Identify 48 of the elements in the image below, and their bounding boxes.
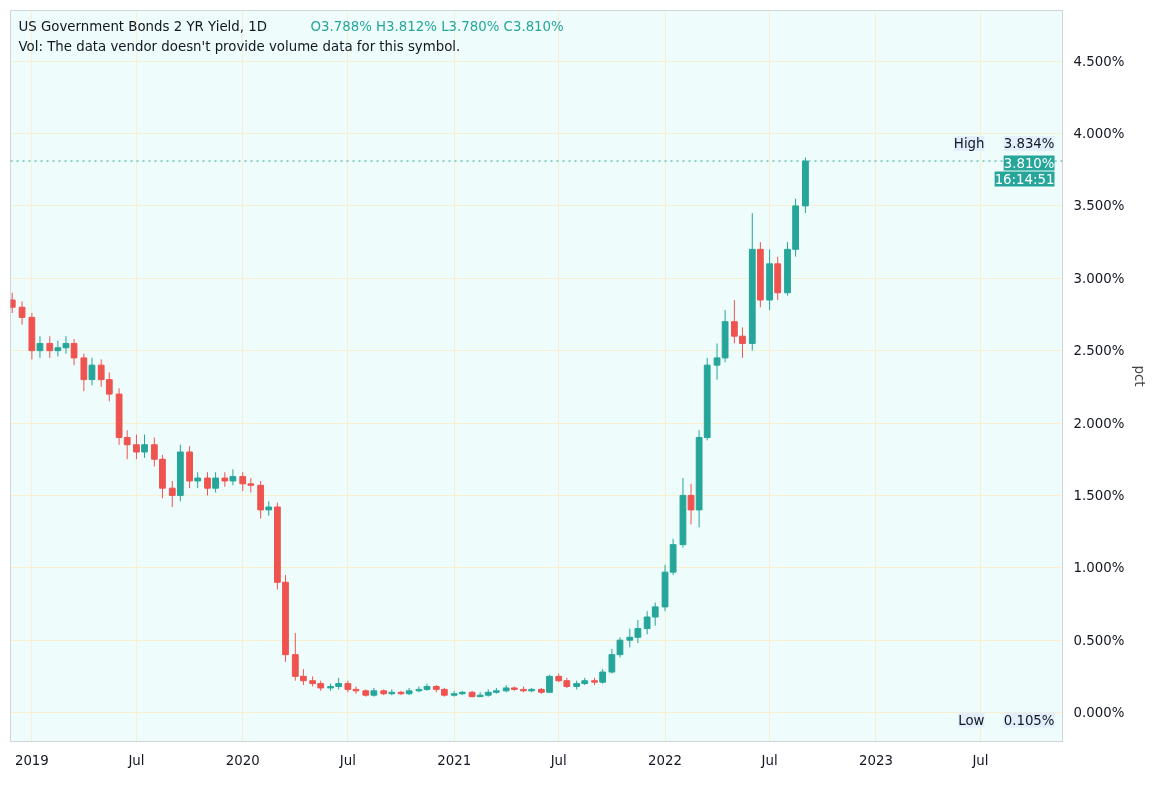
annotation: Vol: The data vendor doesn't provide volume data for this symbol. bbox=[18, 38, 461, 54]
y-tick-label: 1.000% bbox=[1073, 560, 1125, 576]
candlestick bbox=[10, 292, 16, 314]
x-tick-label: 2023 bbox=[858, 752, 893, 768]
candlestick bbox=[80, 353, 88, 392]
y-tick-label: 4.500% bbox=[1073, 53, 1125, 69]
annotation: O3.788% H3.812% L3.780% C3.810% bbox=[310, 18, 564, 34]
candlestick bbox=[46, 335, 54, 359]
y-tick-label: 3.000% bbox=[1073, 270, 1125, 286]
y-tick-label: 0.500% bbox=[1073, 632, 1125, 648]
x-tick-label: 2022 bbox=[648, 752, 682, 768]
annotation: 3.810% bbox=[1003, 155, 1055, 171]
x-tick-label: 2021 bbox=[437, 752, 472, 768]
candlestick bbox=[141, 434, 148, 459]
candlestick bbox=[18, 300, 26, 326]
text: US Government Bonds 2 YR Yield, 1D bbox=[18, 18, 267, 34]
candlestick bbox=[212, 471, 219, 494]
candlestick bbox=[687, 483, 695, 525]
y-tick-label: 2.500% bbox=[1073, 343, 1125, 359]
x-tick-label: 2019 bbox=[14, 752, 49, 768]
candlestick bbox=[204, 471, 211, 496]
candlestick bbox=[88, 357, 96, 386]
x-tick-label: Jul bbox=[549, 752, 567, 768]
candlestick bbox=[168, 480, 176, 508]
y-axis-title: pct bbox=[1132, 365, 1148, 387]
annotation: 0.105% bbox=[1003, 712, 1055, 728]
x-tick-label: Jul bbox=[338, 752, 356, 768]
x-tick-label: 2020 bbox=[225, 752, 260, 768]
candlestick bbox=[634, 619, 642, 644]
annotation: High bbox=[953, 136, 985, 152]
y-tick-label: 1.500% bbox=[1073, 487, 1125, 503]
candlestick bbox=[36, 335, 44, 359]
candlestick bbox=[70, 338, 78, 366]
candlestick bbox=[133, 434, 140, 460]
candlestick bbox=[229, 468, 237, 486]
candlestick bbox=[239, 471, 247, 492]
y-tick-label: 4.000% bbox=[1073, 126, 1125, 142]
candlestick bbox=[626, 628, 634, 648]
annotation: Low bbox=[958, 712, 985, 728]
x-tick-label: Jul bbox=[760, 752, 778, 768]
y-tick-label: 0.000% bbox=[1073, 705, 1125, 721]
y-tick-label: 2.000% bbox=[1073, 415, 1125, 431]
annotation: 16:14:51 bbox=[994, 171, 1055, 187]
y-tick-label: 3.500% bbox=[1073, 198, 1125, 214]
candlestick bbox=[397, 690, 405, 696]
x-tick-label: Jul bbox=[971, 752, 989, 768]
annotation: 3.834% bbox=[1003, 136, 1055, 152]
x-tick-label: Jul bbox=[127, 752, 145, 768]
